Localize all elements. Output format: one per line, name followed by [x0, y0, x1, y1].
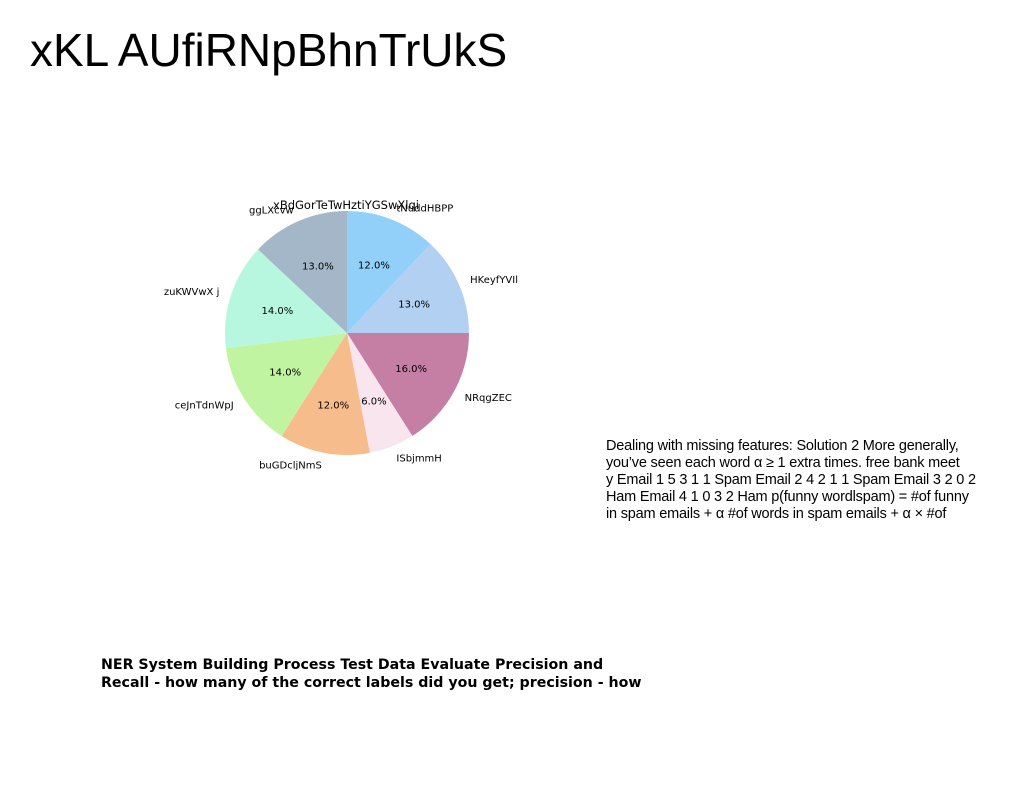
- pie-category-label: ggLXcvw: [249, 205, 294, 216]
- pie-percent-labels: 12.0% 13.0% 16.0% 6.0% 12.0% 14.0% 14.0% 13.0%: [261, 260, 430, 411]
- pie-slice: [347, 244, 469, 333]
- pie-category-label: HKeyfYVIl: [470, 275, 518, 286]
- pie-percent-label: 12.0%: [358, 260, 390, 271]
- pie-category-label: zuKWVwX j: [164, 287, 220, 298]
- right-text-line: y Email 1 5 3 1 1 Spam Email 2 4 2 1 1 S…: [606, 472, 976, 488]
- pie-category-label: tNuddHBPP: [396, 204, 453, 215]
- pie-chart: xBdGorTeTwHztiYGSwXlqi 12.0% 13.0% 16.0% 6.…: [150, 190, 550, 470]
- pie-percent-label: 16.0%: [395, 364, 427, 375]
- pie-slice: [224, 249, 347, 349]
- right-text-block: Dealing with missing features: Solution …: [606, 438, 1024, 523]
- pie-slice: [347, 211, 431, 333]
- chart-title: xBdGorTeTwHztiYGSwXlqi: [273, 198, 419, 212]
- page-title: xKL AUfiRNpBhnTrUkS: [30, 24, 508, 76]
- pie-category-label: ceJnTdnWpJ: [175, 400, 234, 411]
- pie-slice: [281, 333, 370, 456]
- pie-slices: [224, 211, 469, 456]
- pie-slice: [258, 211, 347, 333]
- right-text-line: Dealing with missing features: Solution …: [606, 438, 959, 454]
- pie-slice: [347, 333, 469, 437]
- pie-slice: [225, 333, 347, 437]
- pie-category-label: ISbjmmH: [396, 453, 441, 464]
- pie-category-label: buGDcljNmS: [259, 460, 322, 470]
- pie-percent-label: 14.0%: [261, 306, 293, 317]
- pie-percent-label: 12.0%: [317, 400, 349, 411]
- pie-percent-label: 6.0%: [361, 397, 386, 408]
- pie-category-labels: tNuddHBPP HKeyfYVIl NRqgZEC ISbjmmH buGDcljN…: [164, 204, 518, 470]
- pie-percent-label: 13.0%: [398, 299, 430, 310]
- pie-category-label: NRqgZEC: [465, 393, 512, 404]
- right-text-line: in spam emails + α #of words in spam ema…: [606, 506, 947, 522]
- bottom-text-block: NER System Building Process Test Data Ev…: [101, 656, 741, 692]
- right-text-line: you’ve seen each word α ≥ 1 extra times.…: [606, 455, 960, 471]
- pie-slice: [347, 333, 413, 453]
- bottom-text-line: Recall - how many of the correct labels …: [101, 675, 642, 691]
- right-text-line: Ham Email 4 1 0 3 2 Ham p(funny wordlspa…: [606, 489, 969, 505]
- bottom-text-line: NER System Building Process Test Data Ev…: [101, 657, 604, 673]
- pie-percent-label: 14.0%: [269, 368, 301, 379]
- pie-percent-label: 13.0%: [302, 261, 334, 272]
- pie-chart-svg: xBdGorTeTwHztiYGSwXlqi 12.0% 13.0% 16.0% 6.…: [164, 198, 518, 470]
